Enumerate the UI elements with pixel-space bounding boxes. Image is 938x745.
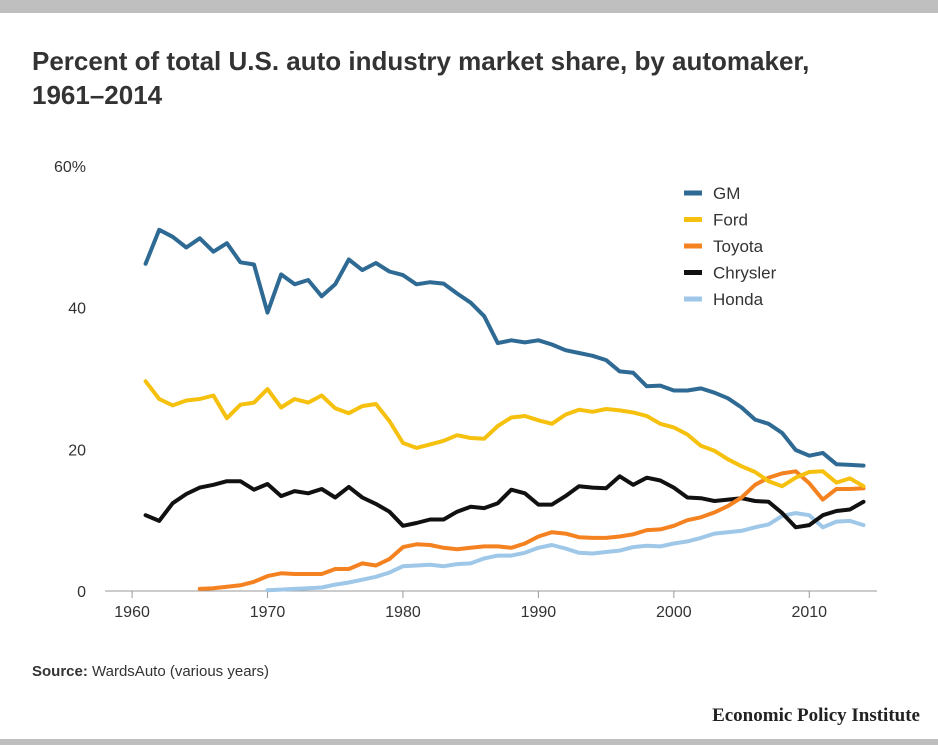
bottom-border-bar — [0, 739, 938, 745]
x-tick-label: 1970 — [250, 604, 286, 621]
x-tick-label: 1960 — [114, 604, 150, 621]
legend-label-honda: Honda — [713, 290, 764, 309]
series-line-gm — [143, 227, 866, 468]
legend-label-ford: Ford — [713, 211, 748, 230]
series-line-ford — [143, 379, 866, 489]
legend-label-toyota: Toyota — [713, 237, 764, 256]
y-tick-label: 60% — [54, 159, 86, 176]
y-tick-label: 0 — [77, 584, 86, 601]
legend-label-chrysler: Chrysler — [713, 264, 777, 283]
x-tick-label: 1990 — [521, 604, 557, 621]
x-tick-label: 1980 — [385, 604, 421, 621]
top-border-bar — [0, 0, 938, 13]
y-axis-ticks: 0 20 40 60% — [54, 159, 86, 601]
legend: GM Ford Toyota Chrysler Honda — [684, 184, 777, 309]
publisher-logo: Economic Policy Institute — [712, 705, 920, 726]
x-tick-label: 2000 — [656, 604, 692, 621]
y-tick-label: 40 — [68, 301, 86, 318]
series-line-chrysler — [143, 474, 866, 530]
legend-label-gm: GM — [713, 184, 740, 203]
source-note: Source: WardsAuto (various years) — [32, 663, 269, 680]
x-tick-label: 2010 — [791, 604, 827, 621]
source-label: Source: — [32, 663, 88, 680]
x-axis: 1960 1970 1980 1990 2000 2010 — [105, 590, 877, 621]
series-line-honda — [265, 511, 866, 593]
chart-title: Percent of total U.S. auto industry mark… — [32, 46, 810, 110]
series-lines — [143, 227, 866, 593]
source-text: WardsAuto (various years) — [92, 663, 270, 680]
series-line-toyota — [197, 469, 866, 591]
y-tick-label: 20 — [68, 442, 86, 459]
